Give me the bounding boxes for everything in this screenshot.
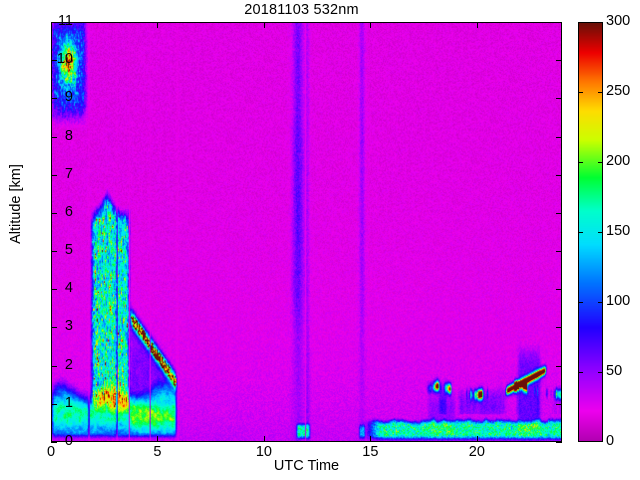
y-axis-tick-label: 5 [64,242,73,259]
y-axis-tick-mark [51,365,57,367]
x-axis-tick-label: 15 [362,444,379,460]
y-axis-tick-label: 8 [64,127,73,144]
y-axis-tick-mark-right [556,22,562,23]
colorbar-tick-mark [578,232,583,233]
y-axis-tick-mark-right [556,289,562,291]
x-axis-tick-label: 0 [46,444,56,460]
y-axis-tick-label: 0 [64,433,73,449]
y-axis-tick-label: 1 [64,394,73,411]
y-axis-tick-mark-right [556,174,562,176]
x-axis-tick-label: 5 [153,444,162,460]
x-axis-tick-mark-top [51,22,52,28]
y-axis-tick-mark [51,136,57,138]
y-axis-tick-label: 3 [64,318,73,335]
colorbar-tick-mark [578,92,583,93]
y-axis-tick-mark [51,251,57,253]
colorbar-tick-mark-right [598,232,603,233]
x-axis-tick-mark-top [157,22,159,28]
y-axis-tick-label: 7 [64,165,73,182]
x-axis-tick-mark [263,436,265,442]
y-axis-tick-mark [51,403,57,405]
x-axis-tick-mark-top [476,22,478,28]
x-axis-tick-mark [51,436,52,442]
y-axis-tick-mark-right [556,251,562,253]
y-axis-tick-mark-right [556,327,562,329]
heatmap-canvas [52,23,561,441]
y-axis-tick-mark-right [556,212,562,214]
y-axis-tick-mark [51,60,57,62]
y-axis-tick-mark [51,174,57,176]
colorbar-tick-label: 0 [606,433,615,449]
y-axis-tick-label: 10 [56,51,73,68]
colorbar-tick-mark [578,162,583,163]
colorbar-tick-label: 300 [606,13,631,29]
y-axis-tick-mark-right [556,442,562,443]
x-axis-tick-label: 20 [468,444,485,460]
y-axis-tick-label: 4 [64,280,73,297]
y-axis-tick-mark [51,98,57,100]
y-axis-tick-label: 2 [64,356,73,373]
y-axis-tick-mark [51,212,57,214]
x-axis-tick-mark [476,436,478,442]
x-axis-label: UTC Time [273,458,340,474]
y-axis-tick-mark-right [556,60,562,62]
y-axis-tick-mark [51,442,57,443]
y-axis-tick-mark [51,327,57,329]
y-axis-tick-mark [51,289,57,291]
y-axis-label: Altitude [km] [8,164,24,244]
colorbar-tick-label: 50 [606,363,623,379]
x-axis-tick-mark [157,436,159,442]
y-axis-tick-label: 6 [64,203,73,220]
colorbar-tick-label: 100 [606,293,631,309]
colorbar-tick-label: 250 [606,83,631,99]
colorbar-tick-label: 150 [606,223,631,239]
colorbar-tick-label: 200 [606,153,631,169]
heatmap-plot-area [51,22,562,442]
y-axis-tick-label: 11 [57,13,73,29]
y-axis-tick-label: 9 [64,89,73,106]
colorbar-tick-mark [578,302,583,303]
colorbar-tick-mark [578,372,583,373]
colorbar-tick-mark-right [598,302,603,303]
y-axis-tick-mark-right [556,136,562,138]
y-axis-tick-mark-right [556,403,562,405]
x-axis-tick-mark [370,436,372,442]
colorbar-canvas [579,23,602,441]
y-axis-tick-mark-right [556,98,562,100]
colorbar-tick-mark-right [598,372,603,373]
x-axis-tick-mark-top [370,22,372,28]
x-axis-tick-label: 10 [255,444,272,460]
page-title: 20181103 532nm [244,2,359,18]
x-axis-tick-mark-top [263,22,265,28]
y-axis-tick-mark [51,22,57,23]
colorbar-tick-mark-right [598,162,603,163]
y-axis-tick-mark-right [556,365,562,367]
colorbar-tick-mark-right [598,92,603,93]
